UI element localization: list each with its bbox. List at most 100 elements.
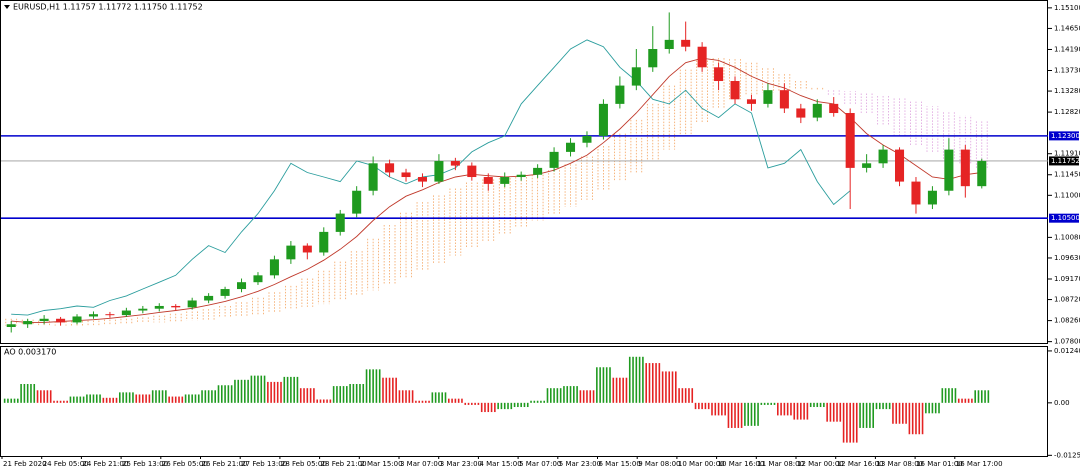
candle-body (812, 103, 822, 118)
x-tick-label: 26 Feb 21:00 (202, 460, 248, 468)
candle-body (237, 282, 247, 290)
x-tick-label: 3 Mar 23:00 (440, 460, 482, 468)
candle-body (566, 142, 576, 152)
candle-body (582, 135, 592, 143)
x-tick-label: 12 Mar 16:00 (837, 460, 884, 468)
menu-arrow[interactable] (4, 5, 10, 9)
candle-body (204, 295, 214, 301)
candle-body (862, 163, 872, 168)
candle-body (253, 275, 263, 283)
level-label: 1.10500 (1051, 214, 1080, 222)
candle-body (533, 167, 543, 175)
y-tick-label: 1.15100 (1054, 4, 1080, 12)
x-tick-label: 25 Feb 13:00 (122, 460, 168, 468)
y-tick-label: 0.00 (1054, 399, 1070, 407)
y-tick-label: 1.08720 (1054, 296, 1080, 304)
level-label-box (1049, 156, 1079, 166)
candle-body (664, 39, 674, 50)
y-tick-label: 1.09170 (1054, 275, 1080, 283)
y-tick-label: 1.11450 (1054, 171, 1080, 179)
y-tick-label: 1.07800 (1054, 338, 1080, 346)
x-tick-label: 24 Feb 05:00 (43, 460, 89, 468)
y-tick-label: 1.08260 (1054, 317, 1080, 325)
candle-body (220, 289, 230, 296)
indicator-line (11, 39, 851, 316)
ao-panel (0, 346, 1048, 457)
candle-body (154, 305, 164, 309)
candle-body (401, 172, 411, 178)
x-tick-label: 13 Mar 08:00 (876, 460, 923, 468)
x-tick-label: 11 Mar 08:00 (757, 460, 804, 468)
x-tick-label: 12 Mar 00:00 (797, 460, 844, 468)
candle-body (6, 324, 16, 327)
indicator-line (11, 57, 982, 323)
candle-body (911, 181, 921, 205)
candle-body (796, 108, 806, 118)
x-tick-label: 4 Mar 15:00 (479, 460, 521, 468)
y-tick-label: 1.14190 (1054, 45, 1080, 53)
candle-body (187, 300, 197, 308)
candle-body (549, 151, 559, 168)
level-label-box (1049, 213, 1079, 223)
x-tick-label: 16 Mar 17:00 (956, 460, 1003, 468)
candle-body (319, 231, 329, 253)
candle-body (746, 99, 756, 104)
x-tick-label: 27 Feb 13:00 (241, 460, 287, 468)
candle-body (368, 163, 378, 191)
candle-body (714, 67, 724, 82)
candle-body (829, 103, 839, 114)
level-label-box (1049, 131, 1079, 141)
candle-body (88, 314, 98, 317)
x-tick-label: 5 Mar 23:00 (559, 460, 601, 468)
candle-body (763, 90, 773, 104)
candle-body (615, 85, 625, 104)
x-tick-label: 16 Mar 01:00 (916, 460, 963, 468)
candle-body (467, 165, 477, 178)
candle-body (631, 67, 641, 86)
candle-body (483, 177, 493, 184)
candle-body (56, 318, 66, 323)
y-tick-label: 1.13280 (1054, 87, 1080, 95)
x-tick-label: 2 Mar 15:00 (360, 460, 402, 468)
candle-body (385, 163, 395, 173)
candle-body (697, 46, 707, 68)
candle-body (105, 314, 115, 316)
x-tick-label: 9 Mar 08:00 (638, 460, 680, 468)
candle-body (878, 149, 888, 164)
candle-body (944, 149, 954, 191)
candle-body (681, 39, 691, 47)
candle-body (138, 308, 148, 311)
candle-body (977, 161, 987, 187)
candle-body (927, 190, 937, 205)
ao-title: AO 0.003170 (4, 348, 56, 357)
x-tick-label: 3 Mar 07:00 (400, 460, 442, 468)
y-tick-label: 1.11000 (1054, 191, 1080, 199)
candle-body (895, 149, 905, 182)
candle-body (302, 245, 312, 253)
y-tick-label: 1.11910 (1054, 150, 1080, 158)
candle-body (500, 177, 510, 184)
candle-body (417, 177, 427, 182)
candle-body (72, 316, 82, 323)
candle-body (286, 245, 296, 260)
price-panel (0, 0, 1048, 344)
candle-body (960, 149, 970, 187)
candle-body (845, 113, 855, 168)
y-tick-label: 1.14650 (1054, 24, 1080, 32)
level-label: 1.12300 (1051, 132, 1080, 140)
candle-body (730, 81, 740, 100)
candle-body (39, 318, 49, 322)
x-tick-label: 6 Mar 15:00 (599, 460, 641, 468)
y-tick-label: 1.10080 (1054, 233, 1080, 241)
level-label: 1.11752 (1051, 157, 1080, 165)
y-tick-label: 1.13730 (1054, 66, 1080, 74)
y-tick-label: 1.12820 (1054, 108, 1080, 116)
candle-body (516, 174, 526, 178)
x-tick-label: 10 Mar 00:00 (678, 460, 725, 468)
x-tick-label: 10 Mar 16:00 (718, 460, 765, 468)
candle-body (648, 49, 658, 68)
candle-body (121, 310, 131, 316)
candle-body (352, 190, 362, 214)
candle-body (779, 90, 789, 109)
chart-title: EURUSD,H1 1.11757 1.11772 1.11750 1.1175… (13, 3, 203, 12)
